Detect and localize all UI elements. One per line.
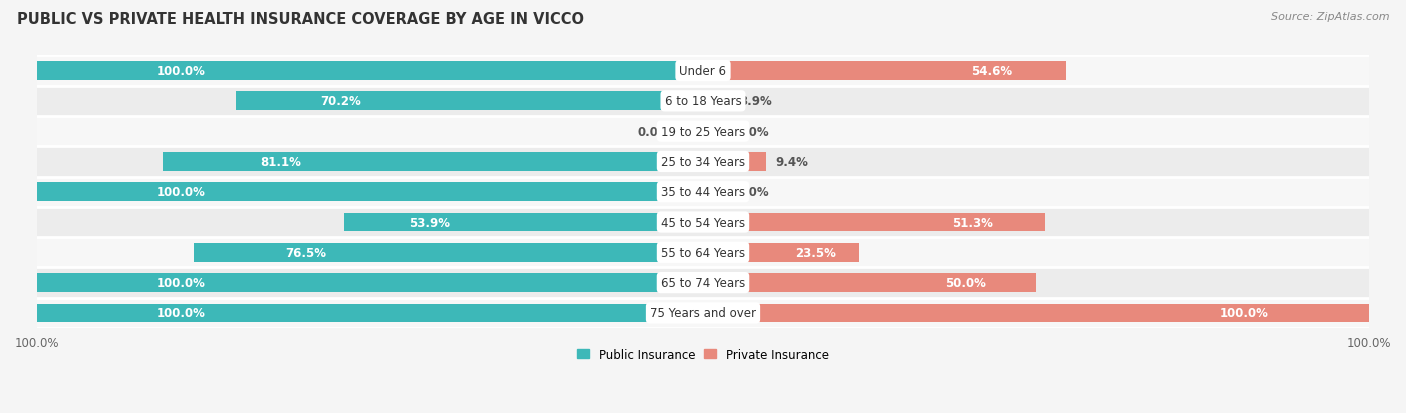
Bar <box>703 213 1045 232</box>
Bar <box>37 117 1369 147</box>
Bar <box>37 86 1369 117</box>
Bar <box>703 183 723 202</box>
Text: 6 to 18 Years: 6 to 18 Years <box>665 95 741 108</box>
Bar <box>37 304 703 323</box>
Text: 70.2%: 70.2% <box>319 95 360 108</box>
Text: 100.0%: 100.0% <box>157 307 205 320</box>
Text: 54.6%: 54.6% <box>972 65 1012 78</box>
Bar <box>37 177 1369 207</box>
Bar <box>683 122 703 141</box>
Bar <box>37 147 1369 177</box>
Text: 50.0%: 50.0% <box>945 276 986 290</box>
Bar <box>37 183 703 202</box>
Bar <box>37 207 1369 237</box>
Text: 100.0%: 100.0% <box>157 65 205 78</box>
Bar <box>703 243 859 262</box>
Text: 51.3%: 51.3% <box>952 216 993 229</box>
Bar <box>703 304 1369 323</box>
Text: 25 to 34 Years: 25 to 34 Years <box>661 156 745 169</box>
Text: 3.9%: 3.9% <box>740 95 772 108</box>
Bar <box>37 298 1369 328</box>
Legend: Public Insurance, Private Insurance: Public Insurance, Private Insurance <box>572 344 834 366</box>
Text: 100.0%: 100.0% <box>1220 307 1268 320</box>
Text: 0.0%: 0.0% <box>737 186 769 199</box>
Text: Source: ZipAtlas.com: Source: ZipAtlas.com <box>1271 12 1389 22</box>
Bar <box>344 213 703 232</box>
Text: 65 to 74 Years: 65 to 74 Years <box>661 276 745 290</box>
Bar <box>37 237 1369 268</box>
Text: 45 to 54 Years: 45 to 54 Years <box>661 216 745 229</box>
Bar <box>703 273 1036 292</box>
Text: 100.0%: 100.0% <box>157 276 205 290</box>
Text: 55 to 64 Years: 55 to 64 Years <box>661 246 745 259</box>
Bar <box>194 243 703 262</box>
Text: 35 to 44 Years: 35 to 44 Years <box>661 186 745 199</box>
Text: PUBLIC VS PRIVATE HEALTH INSURANCE COVERAGE BY AGE IN VICCO: PUBLIC VS PRIVATE HEALTH INSURANCE COVER… <box>17 12 583 27</box>
Bar <box>37 268 1369 298</box>
Bar <box>163 153 703 171</box>
Text: 100.0%: 100.0% <box>157 186 205 199</box>
Bar <box>37 56 1369 86</box>
Text: 76.5%: 76.5% <box>285 246 326 259</box>
Bar <box>236 92 703 111</box>
Text: 23.5%: 23.5% <box>796 246 837 259</box>
Bar <box>37 273 703 292</box>
Text: Under 6: Under 6 <box>679 65 727 78</box>
Text: 53.9%: 53.9% <box>409 216 450 229</box>
Bar <box>703 62 1067 81</box>
Bar <box>703 92 728 111</box>
Bar <box>703 122 723 141</box>
Text: 19 to 25 Years: 19 to 25 Years <box>661 125 745 138</box>
Bar <box>37 62 703 81</box>
Text: 0.0%: 0.0% <box>637 125 669 138</box>
Text: 75 Years and over: 75 Years and over <box>650 307 756 320</box>
Text: 81.1%: 81.1% <box>260 156 301 169</box>
Bar <box>703 153 766 171</box>
Text: 9.4%: 9.4% <box>776 156 808 169</box>
Text: 0.0%: 0.0% <box>737 125 769 138</box>
